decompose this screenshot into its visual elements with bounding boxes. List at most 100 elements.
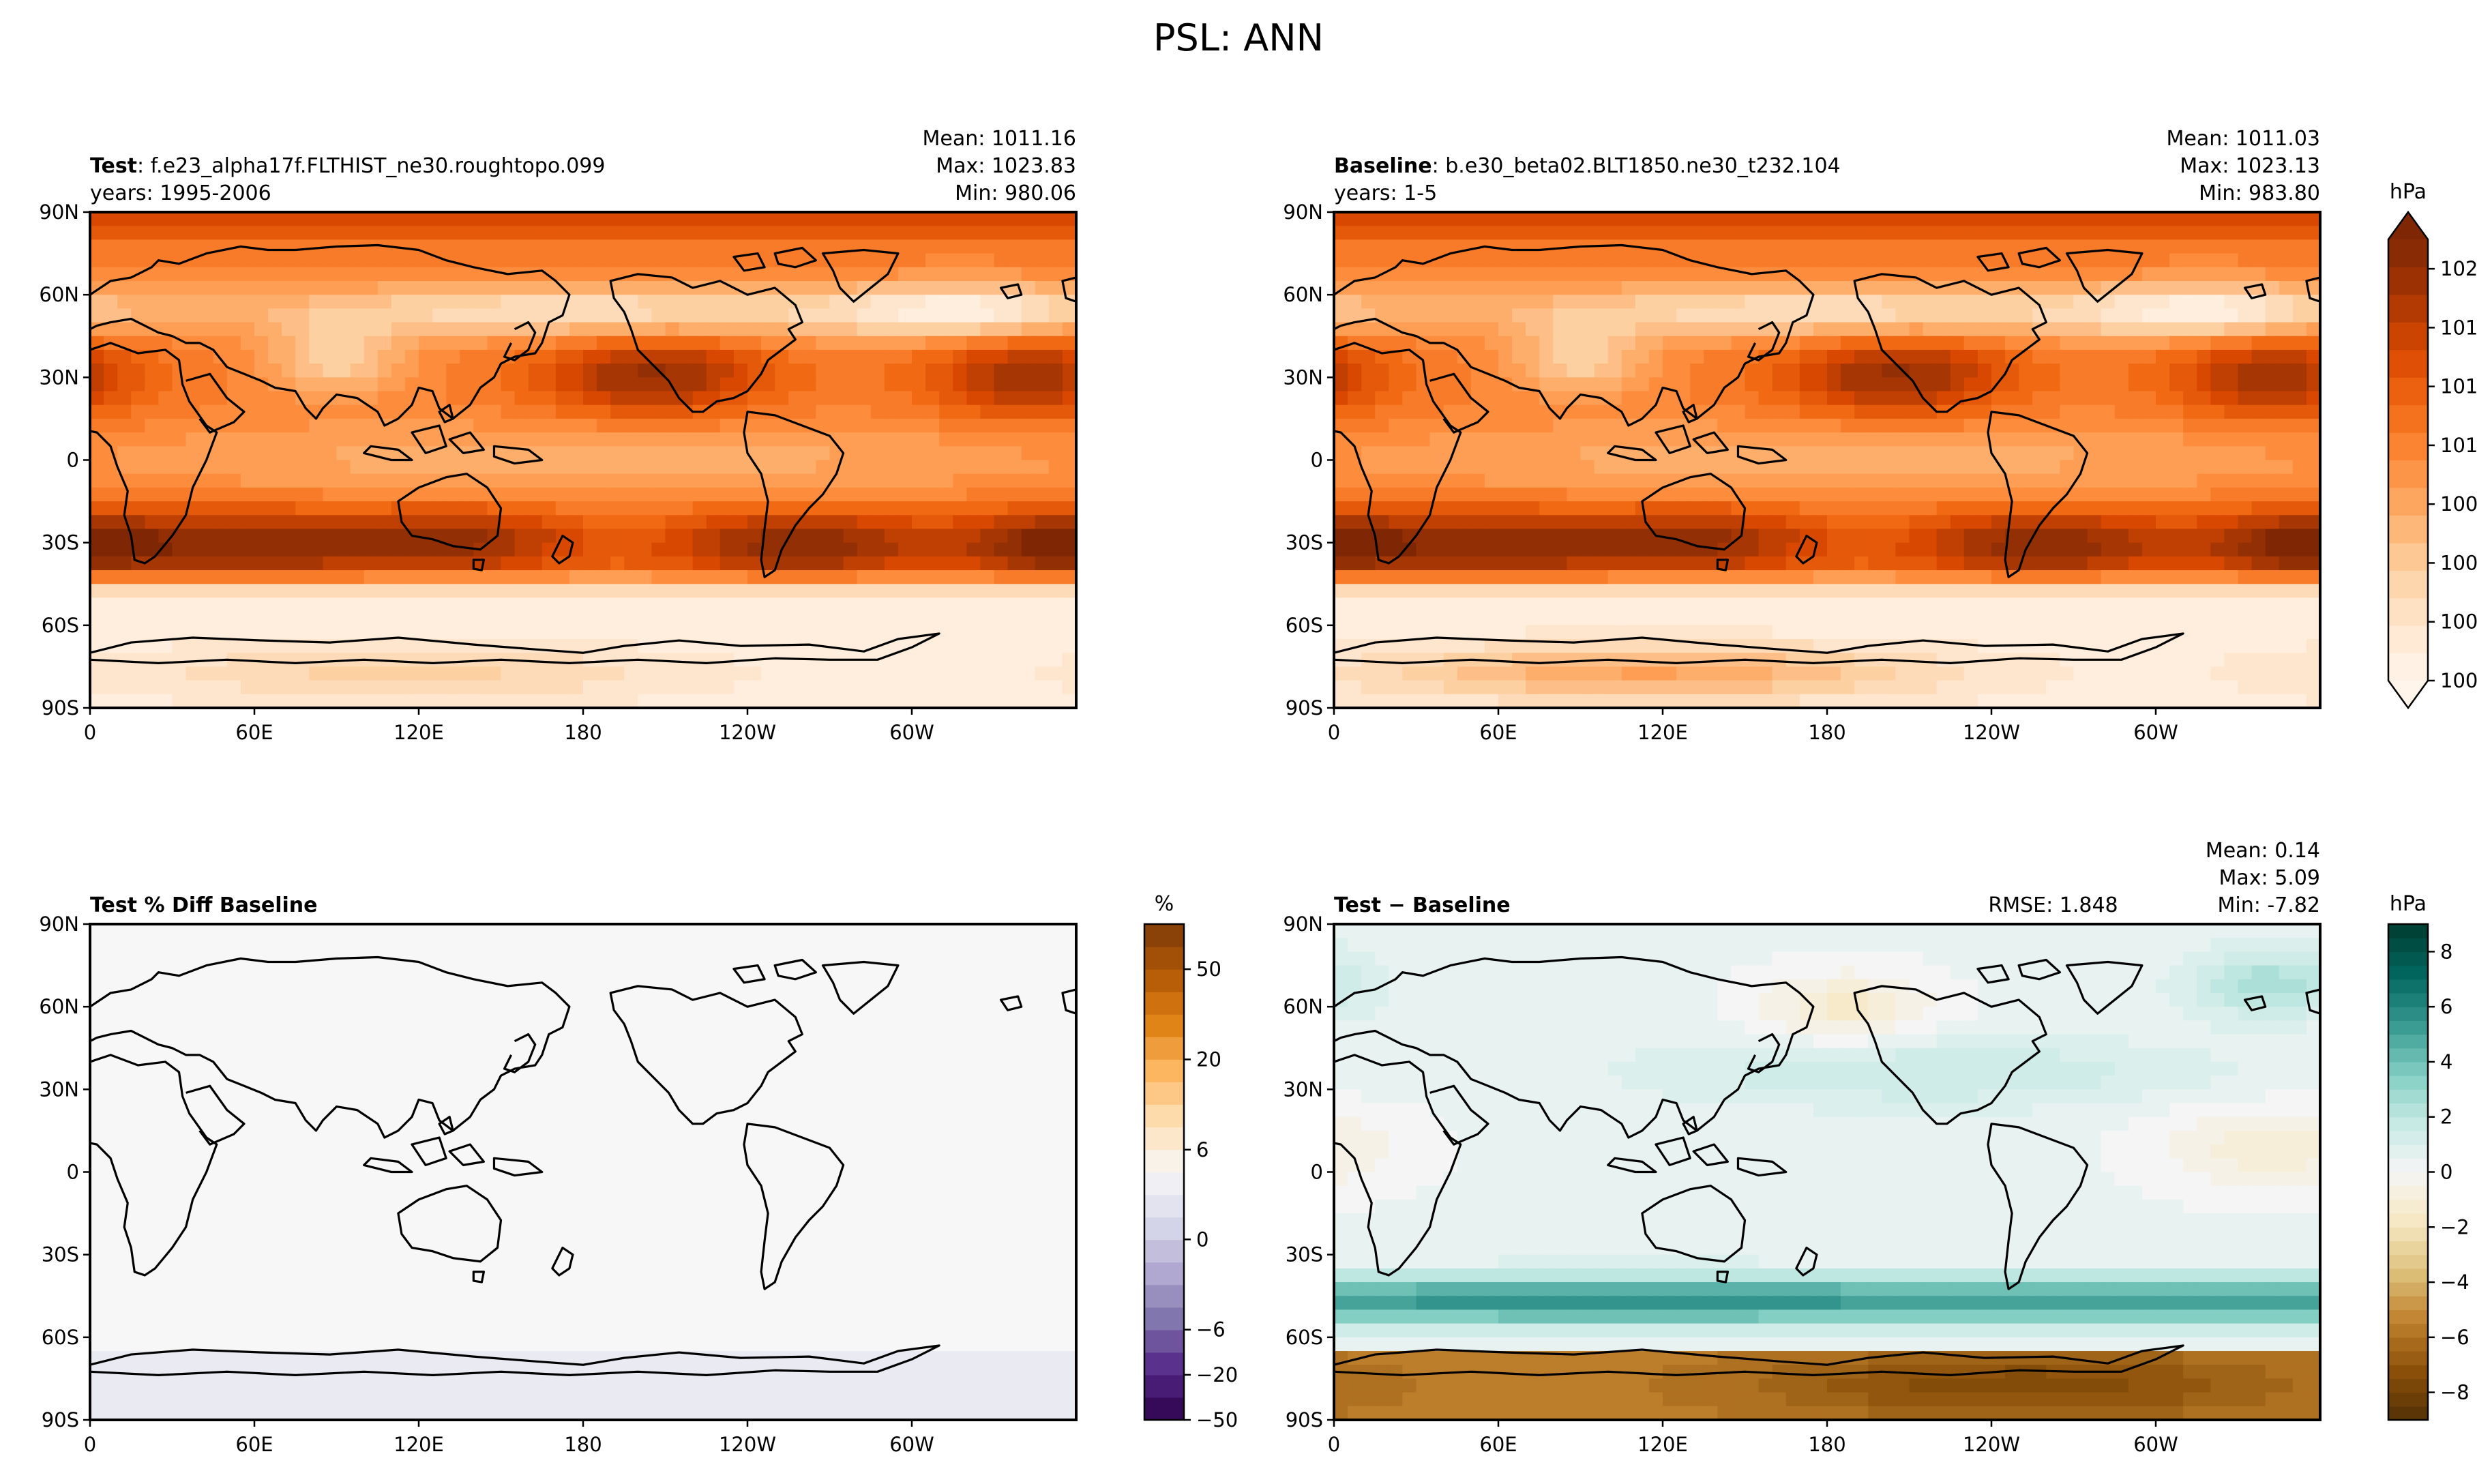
field-cell	[1417, 488, 1431, 502]
field-cell	[1049, 584, 1063, 598]
field-cell	[2046, 212, 2060, 226]
field-cell	[378, 515, 392, 529]
field-cell	[679, 323, 694, 337]
field-cell	[282, 323, 296, 337]
field-cell	[446, 529, 460, 543]
field-cell	[720, 336, 735, 351]
field-cell	[707, 570, 721, 584]
field-cell	[186, 308, 201, 323]
field-cell	[1991, 488, 2006, 502]
field-cell	[693, 377, 707, 391]
field-cell	[775, 515, 789, 529]
field-cell	[1417, 226, 1431, 240]
field-cell	[515, 515, 529, 529]
field-cell	[2142, 653, 2156, 667]
field-cell	[227, 281, 241, 295]
field-cell	[1526, 653, 1540, 667]
field-cell	[1964, 336, 1978, 351]
field-cell	[2101, 254, 2116, 268]
field-cell	[953, 281, 967, 295]
field-cell	[2156, 446, 2170, 460]
field-cell	[2238, 363, 2253, 378]
field-cell	[1035, 694, 1050, 709]
field-cell	[2238, 432, 2253, 447]
field-cell	[761, 612, 775, 626]
field-cell	[802, 666, 816, 681]
field-cell	[323, 612, 337, 626]
field-cell	[966, 336, 981, 351]
field-cell	[1375, 254, 1389, 268]
field-cell	[473, 612, 488, 626]
field-cell	[980, 584, 994, 598]
field-cell	[788, 501, 803, 516]
field-cell	[391, 639, 406, 653]
field-cell	[638, 239, 652, 254]
field-cell	[844, 336, 858, 351]
field-cell	[925, 501, 940, 516]
field-cell	[337, 488, 351, 502]
field-cell	[1430, 267, 1444, 282]
field-cell	[1717, 363, 1732, 378]
field-cell	[405, 363, 419, 378]
field-cell	[1649, 474, 1663, 488]
field-cell	[885, 377, 899, 391]
field-cell	[2252, 405, 2266, 419]
field-cell	[569, 308, 584, 323]
field-cell	[2197, 363, 2211, 378]
field-cell	[980, 488, 994, 502]
field-cell	[1800, 254, 1814, 268]
field-cell	[90, 391, 104, 406]
field-cell	[473, 419, 488, 433]
field-cell	[145, 419, 159, 433]
field-cell	[1035, 597, 1050, 612]
field-cell	[1498, 391, 1513, 406]
field-cell	[1539, 556, 1554, 571]
field-cell	[446, 377, 460, 391]
field-cell	[104, 377, 118, 391]
field-cell	[1049, 363, 1063, 378]
field-cell	[1512, 239, 1526, 254]
field-cell	[282, 336, 296, 351]
field-cell	[1882, 488, 1896, 502]
field-cell	[802, 281, 816, 295]
field-cell	[1991, 308, 2006, 323]
field-cell	[90, 212, 104, 226]
field-cell	[1663, 653, 1677, 667]
field-cell	[487, 323, 501, 337]
field-cell	[1841, 625, 1855, 640]
field-cell	[720, 612, 735, 626]
field-cell	[844, 597, 858, 612]
field-cell	[351, 212, 365, 226]
field-cell	[2129, 432, 2143, 447]
field-cell	[1964, 226, 1978, 240]
field-cell	[1485, 281, 1499, 295]
field-cell	[227, 323, 241, 337]
field-cell	[1895, 556, 1910, 571]
field-cell	[610, 391, 625, 406]
field-cell	[432, 363, 447, 378]
field-cell	[268, 336, 282, 351]
field-cell	[1745, 501, 1760, 516]
field-cell	[487, 612, 501, 626]
field-cell	[569, 254, 584, 268]
field-cell	[337, 666, 351, 681]
field-cell	[2156, 391, 2170, 406]
field-cell	[200, 597, 214, 612]
field-cell	[268, 212, 282, 226]
field-cell	[2060, 308, 2074, 323]
field-cell	[2293, 336, 2307, 351]
field-cell	[2101, 529, 2116, 543]
field-cell	[295, 474, 310, 488]
field-cell	[953, 391, 967, 406]
field-cell	[241, 281, 255, 295]
field-cell	[1923, 405, 1938, 419]
field-cell	[1402, 529, 1417, 543]
field-cell	[1690, 529, 1704, 543]
field-cell	[1389, 597, 1403, 612]
field-cell	[734, 666, 748, 681]
field-cell	[1567, 363, 1581, 378]
field-cell	[1348, 570, 1362, 584]
field-cell	[1471, 529, 1485, 543]
field-cell	[529, 267, 543, 282]
field-cell	[1512, 597, 1526, 612]
